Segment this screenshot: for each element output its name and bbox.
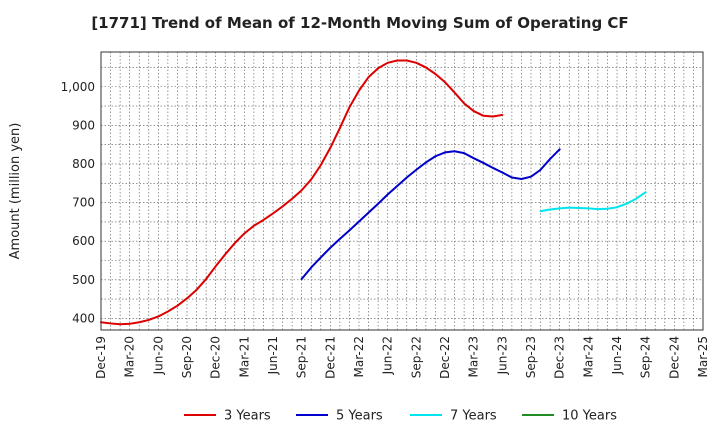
- x-tick-label: Dec-22: [438, 336, 452, 379]
- series-line-3-years: [100, 59, 504, 326]
- y-tick-label: 1,000: [61, 80, 95, 94]
- x-tick-label: Dec-21: [323, 336, 337, 379]
- grid: [101, 52, 703, 330]
- x-tick-label: Mar-20: [123, 336, 137, 377]
- legend: 3 Years 5 Years 7 Years 10 Years: [184, 409, 617, 424]
- legend-label: 10 Years: [562, 409, 617, 424]
- y-tick-label: 700: [72, 196, 95, 210]
- x-tick-label: Mar-25: [696, 336, 710, 377]
- legend-label: 7 Years: [450, 409, 497, 424]
- y-axis-ticks: 400 500 600 700 800 900 1,000: [61, 80, 95, 326]
- x-tick-label: Mar-21: [237, 336, 251, 377]
- y-tick-label: 600: [72, 234, 95, 248]
- x-tick-label: Dec-20: [209, 336, 223, 379]
- x-tick-label: Jun-21: [266, 336, 280, 375]
- series-line-7-years: [539, 191, 647, 213]
- y-tick-label: 900: [72, 118, 95, 132]
- y-axis-label: Amount (million yen): [8, 123, 23, 260]
- x-tick-label: Sep-24: [639, 336, 653, 378]
- x-tick-label: Mar-23: [467, 336, 481, 377]
- x-tick-label: Jun-23: [495, 336, 509, 375]
- x-tick-label: Dec-24: [667, 336, 681, 379]
- chart-title: [1771] Trend of Mean of 12-Month Moving …: [91, 14, 629, 32]
- x-tick-label: Jun-22: [381, 336, 395, 375]
- x-tick-label: Dec-23: [553, 336, 567, 379]
- series-line-5-years: [300, 148, 561, 281]
- x-tick-label: Mar-22: [352, 336, 366, 377]
- y-tick-label: 400: [72, 311, 95, 325]
- x-tick-label: Sep-23: [524, 336, 538, 378]
- x-tick-label: Dec-19: [94, 336, 108, 379]
- x-tick-label: Sep-22: [409, 336, 423, 378]
- x-tick-label: Sep-20: [180, 336, 194, 378]
- legend-label: 3 Years: [224, 409, 271, 424]
- series-layer: [100, 59, 647, 326]
- x-tick-label: Mar-24: [581, 336, 595, 377]
- y-tick-label: 500: [72, 273, 95, 287]
- x-tick-label: Sep-21: [295, 336, 309, 378]
- x-tick-label: Jun-20: [151, 336, 165, 375]
- legend-label: 5 Years: [336, 409, 383, 424]
- x-tick-label: Jun-24: [610, 336, 624, 375]
- x-axis-ticks: Dec-19 Mar-20 Jun-20 Sep-20 Dec-20 Mar-21 Jun-…: [94, 336, 710, 379]
- plot-frame: [100, 51, 704, 331]
- y-tick-label: 800: [72, 157, 95, 171]
